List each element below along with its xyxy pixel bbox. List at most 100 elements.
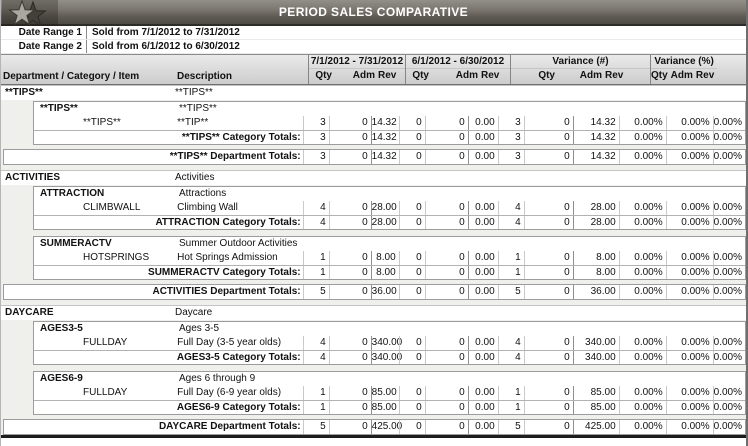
value-cell: 0.00	[467, 420, 498, 434]
category-list: AGES3-5 Ages 3-5 FULLDAY Full Day (3-5 y…	[1, 321, 746, 415]
value-cell: 8.00	[572, 266, 619, 279]
value-cell: 0.00%	[665, 150, 713, 164]
item-value-cells: 1 0 85.00 0 0 0.00 1 0 85.00 0.00% 0.00% 0.00%	[302, 386, 745, 400]
category-totals-row: AGES3-5 Category Totals: 4 0 340.00 0 0 0.00 4…	[34, 350, 745, 364]
value-cell: 28.00	[370, 216, 397, 229]
category-code: AGES6-9	[40, 373, 83, 384]
value-cell: 14.32	[572, 150, 619, 164]
column-header-description: Description	[177, 71, 233, 82]
value-cell: 8.00	[572, 251, 619, 265]
value-cell: 0.00%	[618, 116, 666, 130]
value-cell: 425.00	[572, 420, 619, 434]
category-box: SUMMERACTV Summer Outdoor Activities HOT…	[33, 236, 746, 280]
value-cell: 28.00	[370, 201, 397, 215]
value-cell: 0.00	[467, 336, 498, 350]
value-cell: 4	[302, 216, 329, 229]
value-cell: 0	[424, 285, 468, 299]
date-range-row: Date Range 2 Sold from 6/1/2012 to 6/30/…	[1, 40, 746, 54]
item-code: FULLDAY	[83, 337, 128, 348]
category-totals-cells: 1 0 85.00 0 0 0.00 1 0 85.00 0.00% 0.00% 0.00%	[302, 401, 745, 414]
value-cell: 1	[302, 386, 329, 400]
department-totals-label: ACTIVITIES Department Totals:	[152, 286, 301, 297]
item-value-cells: 4 0 340.00 0 0 0.00 4 0 340.00 0.00% 0.00% 0.00%	[302, 336, 745, 350]
value-cell: 0	[424, 216, 468, 229]
item-list: HOTSPRINGS Hot Springs Admission 1 0 8.00 0…	[34, 251, 745, 265]
value-cell: 0	[424, 150, 468, 164]
value-cell: 0.00%	[712, 216, 745, 229]
category-totals-label: SUMMERACTV Category Totals:	[148, 267, 301, 278]
item-list: FULLDAY Full Day (3-5 year olds) 4 0 340.0…	[34, 336, 745, 350]
value-cell: 0.00	[467, 251, 498, 265]
value-cell: 0.00%	[665, 351, 713, 364]
value-cell: 0	[424, 116, 468, 130]
title-bar: PERIOD SALES COMPARATIVE	[1, 0, 746, 26]
value-cell: 0.00%	[712, 420, 745, 434]
category-box: AGES3-5 Ages 3-5 FULLDAY Full Day (3-5 y…	[33, 321, 746, 365]
value-cell: 0.00%	[665, 216, 713, 229]
value-cell: 0	[424, 266, 468, 279]
value-cell: 0.00	[467, 116, 498, 130]
category-code: ATTRACTION	[40, 188, 105, 199]
value-cell: 0	[523, 266, 573, 279]
category-totals-label: ATTRACTION Category Totals:	[155, 217, 301, 228]
value-cell: 3	[302, 131, 329, 144]
column-group-title: Variance (#)	[511, 55, 650, 69]
value-cell: 0	[328, 351, 371, 364]
value-cell: 0	[398, 116, 425, 130]
category-list: **TIPS** **TIPS** **TIPS** **TIP**	[1, 101, 746, 145]
item-description: Hot Springs Admission	[177, 252, 278, 263]
value-cell: 3	[497, 116, 524, 130]
column-subheader: Rev	[605, 70, 624, 81]
value-cell: 0.00%	[665, 386, 713, 400]
value-cell: 0	[328, 420, 371, 434]
column-group-subheaders: Qty Adm Rev	[651, 69, 717, 84]
category-totals-cells: 4 0 340.00 0 0 0.00 4 0 340.00 0.00% 0.00% 0.00%	[302, 351, 745, 364]
category-description: **TIPS**	[179, 103, 217, 114]
value-cell: 0.00%	[618, 150, 666, 164]
column-subheader: Adm	[579, 70, 602, 81]
value-cell: 14.32	[370, 150, 397, 164]
column-subheader: Adm	[352, 70, 375, 81]
value-cell: 3	[497, 150, 524, 164]
value-cell: 0.00%	[665, 131, 713, 144]
value-cell: 1	[497, 386, 524, 400]
department-description: Activities	[175, 172, 215, 183]
item-value-cells: 3 0 14.32 0 0 0.00 3 0 14.32 0.00% 0.00% 0.00%	[302, 116, 745, 130]
value-cell: 0	[328, 386, 371, 400]
value-cell: 0	[328, 201, 371, 215]
value-cell: 4	[302, 351, 329, 364]
department-description: **TIPS**	[175, 87, 213, 98]
column-subheader: Rev	[695, 70, 715, 81]
column-group-subheaders: Qty Adm Rev	[309, 69, 405, 84]
value-cell: 8.00	[370, 266, 399, 279]
department-code: ACTIVITIES	[5, 172, 61, 183]
value-cell: 0.00%	[618, 401, 666, 414]
category-list: ATTRACTION Attractions CLIMBWALL Climbin…	[1, 186, 746, 280]
value-cell: 0	[328, 336, 371, 350]
value-cell: 0	[424, 420, 468, 434]
value-cell: 0	[523, 251, 573, 265]
department-totals-label: **TIPS** Department Totals:	[169, 151, 301, 162]
column-subheader: Qty	[651, 70, 668, 81]
value-cell: 0	[398, 420, 425, 434]
value-cell: 340.00	[572, 351, 619, 364]
value-cell: 0.00%	[665, 251, 713, 265]
value-cell: 0.00%	[712, 351, 745, 364]
value-cell: 0	[398, 401, 425, 414]
item-list: CLIMBWALL Climbing Wall 4 0 28.00 0 0 0.00 4 0 2…	[34, 201, 745, 215]
value-cell: 0	[424, 336, 468, 350]
category-row: AGES3-5 Ages 3-5	[34, 322, 745, 336]
value-cell: 0	[424, 401, 468, 414]
column-group: 7/1/2012 - 7/31/2012 Qty Adm Rev	[308, 55, 405, 84]
value-cell: 14.32	[370, 131, 397, 144]
value-cell: 0.00%	[712, 201, 745, 215]
value-cell: 4	[497, 336, 524, 350]
value-cell: 28.00	[572, 216, 619, 229]
department-code: **TIPS**	[5, 87, 43, 98]
value-cell: 1	[302, 401, 329, 414]
column-subheader: Adm	[670, 70, 693, 81]
star-logo-icon	[2, 0, 58, 26]
item-row: CLIMBWALL Climbing Wall 4 0 28.00 0 0 0.00 4 0 2…	[34, 201, 745, 215]
department-totals-cells: 5 0 425.00 0 0 0.00 5 0 425.00 0.00% 0.00% 0.00%	[302, 420, 745, 434]
date-range-value: Sold from 7/1/2012 to 7/31/2012	[92, 27, 240, 38]
